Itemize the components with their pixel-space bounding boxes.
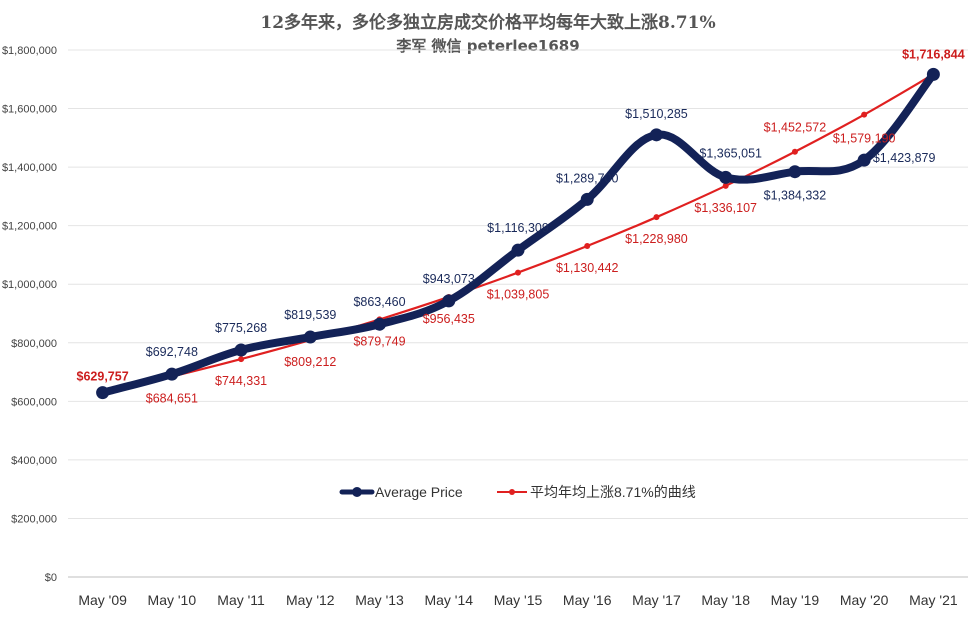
series-average-price	[96, 67, 940, 400]
y-tick-label: $1,400,000	[2, 162, 57, 174]
data-label-trend: $956,435	[423, 312, 475, 326]
data-label-average-price: $1,423,879	[873, 151, 936, 165]
data-label-average-price: $775,268	[215, 321, 267, 335]
y-tick-label: $1,600,000	[2, 104, 57, 116]
x-tick-label: May '20	[840, 592, 889, 608]
average-price-point	[303, 330, 317, 344]
data-label-trend: $809,212	[284, 355, 336, 369]
data-label-trend: $629,757	[77, 370, 129, 384]
trend-point	[515, 269, 521, 276]
trend-point	[584, 243, 591, 250]
x-tick-label: May '15	[494, 592, 543, 608]
data-label-trend: $1,452,572	[764, 121, 827, 135]
average-price-point	[719, 170, 733, 184]
y-tick-label: $200,000	[11, 513, 57, 525]
average-price-point	[96, 386, 110, 400]
data-label-trend: $1,336,107	[694, 201, 757, 215]
data-label-average-price: $1,365,051	[699, 146, 762, 160]
data-label-average-price: $1,116,309	[487, 221, 549, 235]
trend-point	[722, 182, 729, 189]
data-label-average-price: $819,539	[284, 308, 336, 322]
y-tick-label: $400,000	[11, 455, 57, 467]
data-label-trend: $744,331	[215, 374, 267, 388]
average-price-point	[788, 165, 802, 179]
trend-point	[653, 214, 660, 221]
x-tick-label: May '11	[217, 592, 265, 608]
average-price-point	[234, 343, 248, 357]
chart-title: 12多年来，多伦多独立房成交价格平均每年大致上涨8.71%	[260, 12, 715, 33]
data-label-trend: $879,749	[353, 334, 405, 348]
data-label-average-price: $1,384,332	[764, 189, 827, 203]
legend-label-average-price: Average Price	[375, 484, 463, 500]
data-label-trend: $1,228,980	[625, 232, 688, 246]
x-tick-label: May '17	[632, 592, 681, 608]
y-tick-label: $600,000	[11, 396, 57, 408]
x-tick-label: May '13	[355, 592, 404, 608]
y-tick-label: $0	[45, 572, 57, 584]
average-price-point	[649, 128, 663, 142]
data-label-average-price: $1,510,285	[625, 107, 688, 121]
x-tick-label: May '10	[148, 592, 197, 608]
trend-point	[791, 148, 798, 155]
legend-marker-trend	[509, 489, 515, 495]
data-label-average-price: $863,460	[353, 295, 405, 309]
y-tick-label: $1,200,000	[2, 221, 57, 233]
data-label-average-price: $943,073	[423, 272, 475, 286]
trend-point	[861, 111, 868, 118]
data-label-trend: $1,579,190	[833, 132, 896, 146]
average-price-point	[442, 294, 456, 308]
x-tick-label: May '19	[771, 592, 820, 608]
y-tick-label: $1,000,000	[2, 279, 57, 291]
legend: Average Price 平均年均上涨8.71%的曲线	[339, 484, 696, 500]
average-price-point	[926, 67, 940, 81]
trend-point	[238, 356, 245, 363]
data-label-trend: $1,039,805	[487, 288, 550, 302]
x-tick-label: May '09	[78, 592, 127, 608]
x-tick-label: May '12	[286, 592, 335, 608]
gridlines	[68, 49, 968, 578]
data-label-average-price: $1,289,700	[556, 171, 619, 185]
legend-label-trend: 平均年均上涨8.71%的曲线	[530, 484, 696, 500]
y-tick-label: $800,000	[11, 338, 57, 350]
data-label-trend: $684,651	[146, 392, 198, 406]
data-label-average-price: $692,748	[146, 345, 198, 359]
chart-subtitle: 李军 微信 peterlee1689	[395, 37, 579, 55]
data-labels: $692,748 $775,268 $819,539 $863,460 $943,073…	[77, 47, 965, 405]
x-tick-label: May '18	[701, 592, 750, 608]
data-label-trend: $1,716,844	[902, 47, 965, 61]
x-tick-label: May '21	[909, 592, 958, 608]
average-price-point	[580, 192, 594, 206]
average-price-point	[511, 243, 525, 257]
y-axis: $0 $200,000 $400,000 $600,000 $800,000 $1,000…	[2, 45, 57, 584]
legend-marker-average-price	[352, 487, 362, 497]
average-price-point	[165, 367, 179, 381]
average-price-point	[373, 317, 387, 331]
x-tick-label: May '16	[563, 592, 612, 608]
y-tick-label: $1,800,000	[2, 45, 57, 57]
x-axis: May '09 May '10 May '11 May '12 May '13 May '…	[78, 592, 958, 608]
average-price-point	[857, 153, 871, 167]
data-label-trend: $1,130,442	[556, 261, 619, 275]
x-tick-label: May '14	[424, 592, 473, 608]
